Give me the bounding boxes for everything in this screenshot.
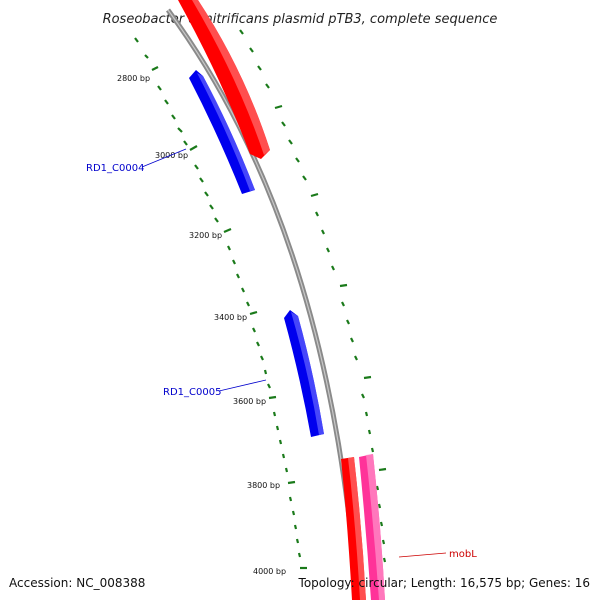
tick-label-4000: 4000 bp (253, 567, 286, 576)
backbone-arc (165, 8, 360, 600)
summary-text: Topology: circular; Length: 16,575 bp; G… (298, 576, 590, 590)
leader-mobl (398, 552, 447, 558)
tick-label-3400: 3400 bp (214, 313, 247, 322)
tick-label-3600: 3600 bp (233, 397, 266, 406)
gene-label-mobl: mobL (449, 549, 477, 560)
backbone-arc-highlight (167, 9, 358, 600)
tick-label-2800: 2800 bp (117, 74, 150, 83)
inner-gc-ring (134, 37, 307, 570)
gene-rd1-c0005-shade (291, 312, 324, 435)
gene-label-rd1-c0004: RD1_C0004 (86, 163, 144, 174)
gene-forward-lower-shade (348, 457, 366, 600)
gene-rd1-c0004 (189, 70, 255, 194)
gene-forward-top (178, 0, 270, 159)
leader-rd1-c0005 (218, 379, 267, 392)
gene-forward-top-shade (192, 0, 270, 155)
tick-label-3000: 3000 bp (155, 151, 188, 160)
tick-label-3800: 3800 bp (247, 481, 280, 490)
gene-mobl-shade (366, 454, 385, 600)
map-title: Roseobacter denitrificans plasmid pTB3, … (103, 12, 498, 27)
gene-rd1-c0004-shade (197, 73, 255, 191)
leader-rd1-c0004 (141, 148, 187, 168)
accession-text: Accession: NC_008388 (9, 576, 145, 590)
gene-label-rd1-c0005: RD1_C0005 (163, 387, 221, 398)
outer-gc-ring (239, 29, 387, 563)
tick-label-3200: 3200 bp (189, 231, 222, 240)
